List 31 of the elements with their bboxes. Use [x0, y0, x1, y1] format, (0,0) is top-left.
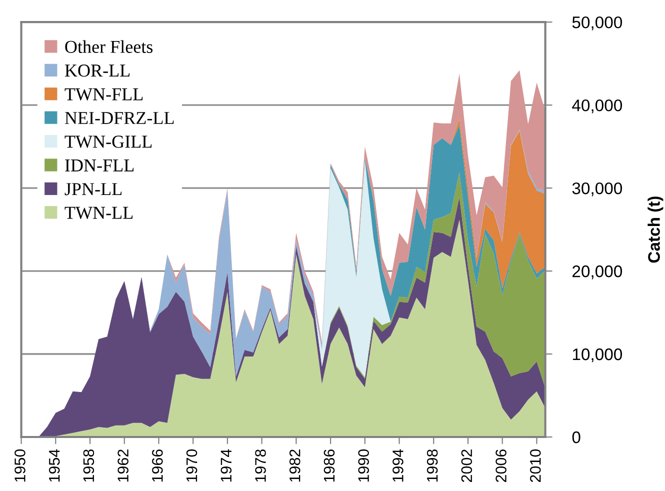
x-tick-label: 1950	[14, 449, 26, 482]
x-tick-label: 1994	[392, 449, 404, 482]
x-tick-label: 1970	[186, 449, 198, 482]
x-tick-label: 1990	[358, 449, 369, 482]
x-tick-label: 1954	[48, 449, 60, 482]
x-tick-label: 1966	[152, 449, 163, 482]
legend-label: NEI-DFRZ-LL	[64, 112, 174, 124]
x-tick-label: 1962	[118, 450, 128, 482]
x-tick-label: 2006	[496, 449, 506, 482]
legend-label: TWN-GILL	[64, 136, 152, 148]
y-tick-label: 50,000	[572, 16, 622, 30]
legend-label: JPN-LL	[64, 183, 122, 196]
legend-label: IDN-FLL	[65, 160, 134, 172]
legend-label: Other Fleets	[65, 40, 153, 53]
x-tick-label: 1978	[255, 449, 266, 482]
x-tick-label: 1974	[220, 449, 232, 482]
x-tick-label: 2010	[530, 449, 541, 482]
legend-label: KOR-LL	[64, 64, 130, 77]
y-tick-label: 40,000	[572, 99, 622, 114]
y-tick-label: 20,000	[572, 265, 622, 280]
x-tick-label: 1982	[289, 450, 300, 482]
x-tick-label: 1958	[83, 449, 94, 482]
y-tick-label: 0	[572, 431, 580, 444]
legend-label: TWN-LL	[64, 206, 133, 220]
y-axis-title: Catch (t)	[648, 196, 664, 263]
x-tick-label: 2002	[461, 450, 472, 482]
x-tick-label: 1986	[324, 449, 335, 482]
y-tick-label: 30,000	[572, 182, 622, 196]
x-tick-label: 1998	[426, 449, 438, 482]
legend-label: TWN-FLL	[64, 88, 143, 100]
y-tick-label: 10,000	[572, 348, 622, 362]
